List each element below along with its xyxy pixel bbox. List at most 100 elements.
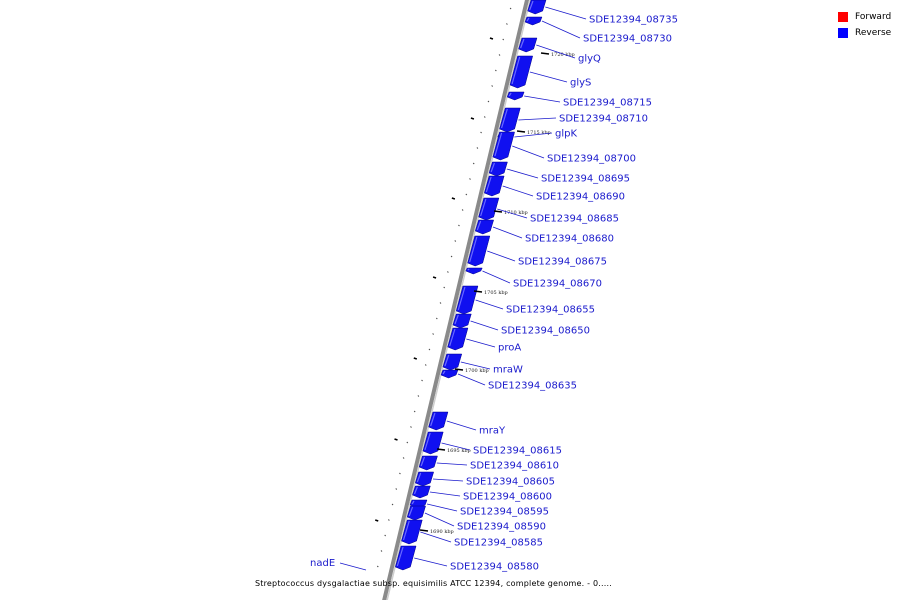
position-tick [469, 178, 471, 180]
kbp-label: 1705 kbp [484, 290, 508, 296]
gene-label-SDE12394_08585[interactable]: SDE12394_08585 [454, 538, 543, 549]
gene-label-SDE12394_08635[interactable]: SDE12394_08635 [488, 381, 577, 392]
position-tick [439, 302, 442, 304]
label-leader [429, 491, 461, 497]
kbp-label: 1700 kbp [465, 368, 489, 374]
gene-label-SDE12394_08690[interactable]: SDE12394_08690 [536, 192, 625, 203]
gene-label-SDE12394_08685[interactable]: SDE12394_08685 [530, 214, 619, 225]
gene-arrow[interactable] [478, 197, 500, 221]
gene-label-glyQ[interactable]: glyQ [578, 54, 601, 65]
gene-label-SDE12394_08650[interactable]: SDE12394_08650 [501, 326, 590, 337]
position-tick [491, 85, 494, 87]
position-tick [402, 457, 405, 459]
position-tick [373, 581, 375, 583]
gene-label-SDE12394_08605[interactable]: SDE12394_08605 [466, 477, 555, 488]
kbp-tick [419, 529, 429, 532]
position-tick [399, 472, 401, 475]
gene-label-SDE12394_08710[interactable]: SDE12394_08710 [559, 114, 648, 125]
label-leader [457, 373, 486, 386]
legend-reverse-label: Reverse [855, 28, 892, 38]
label-leader [524, 95, 561, 103]
gene-label-proA[interactable]: proA [498, 343, 521, 354]
gene-label-SDE12394_08610[interactable]: SDE12394_08610 [470, 461, 559, 472]
gene-highlight [424, 432, 431, 451]
gene-arrow[interactable] [506, 91, 525, 101]
gene-arrow[interactable] [455, 285, 479, 315]
gene-arrow[interactable] [499, 107, 521, 133]
kbp-tick [454, 368, 464, 371]
gene-label-glpK[interactable]: glpK [555, 129, 577, 140]
gene-arrow[interactable] [440, 369, 459, 379]
gene-label-mraW[interactable]: mraW [493, 365, 523, 376]
gene-highlight [485, 176, 492, 193]
genome-caption: Streptococcus dysgalactiae subsp. equisi… [255, 579, 612, 588]
gene-label-SDE12394_08735[interactable]: SDE12394_08735 [589, 15, 678, 26]
gene-label-SDE12394_08595[interactable]: SDE12394_08595 [460, 507, 549, 518]
label-leader [512, 145, 545, 159]
position-tick [413, 410, 416, 413]
position-tick [454, 240, 457, 242]
position-tick [443, 286, 446, 289]
kbp-tick [473, 290, 483, 293]
label-leader [497, 208, 528, 219]
gene-label-SDE12394_08670[interactable]: SDE12394_08670 [513, 279, 602, 290]
gene-highlight [494, 132, 503, 157]
gene-label-nadE[interactable]: nadE [310, 558, 335, 569]
gene-label-SDE12394_08730[interactable]: SDE12394_08730 [583, 34, 672, 45]
label-leader [541, 20, 581, 39]
label-leader [432, 478, 464, 482]
label-leader [441, 442, 471, 451]
gene-highlight [501, 108, 508, 129]
gene-label-SDE12394_08600[interactable]: SDE12394_08600 [463, 492, 552, 503]
gene-arrow[interactable] [395, 545, 417, 571]
gene-label-SDE12394_08700[interactable]: SDE12394_08700 [547, 154, 636, 165]
gene-highlight [476, 220, 482, 231]
label-leader [492, 226, 523, 239]
position-tick [498, 54, 501, 56]
gene-highlight [529, 0, 534, 11]
position-tick [458, 224, 460, 227]
gene-arrow[interactable] [524, 16, 543, 26]
gene-arrow[interactable] [492, 131, 515, 161]
label-leader [339, 562, 367, 571]
position-tick [384, 534, 387, 537]
genome-backbone [382, 0, 531, 600]
major-tick [451, 197, 456, 200]
gene-label-SDE12394_08680[interactable]: SDE12394_08680 [525, 234, 614, 245]
legend-forward: Forward [838, 9, 891, 25]
position-tick [506, 23, 508, 25]
gene-highlight [480, 198, 487, 217]
position-tick [421, 379, 423, 382]
gene-highlight [416, 472, 422, 483]
gene-labels: SDE12394_08735 SDE12394_08730 glyQ glyS SDE1… [310, 6, 678, 573]
label-leader [518, 117, 557, 121]
gene-label-SDE12394_08615[interactable]: SDE12394_08615 [473, 446, 562, 457]
position-tick [502, 38, 505, 41]
gene-arrow[interactable] [467, 235, 491, 267]
gene-arrow[interactable] [465, 267, 483, 275]
major-tick [374, 519, 379, 522]
gene-label-SDE12394_08580[interactable]: SDE12394_08580 [450, 562, 539, 573]
gene-label-SDE12394_08655[interactable]: SDE12394_08655 [506, 305, 595, 316]
gene-track [395, 0, 547, 571]
position-tick [472, 162, 475, 165]
gene-arrow[interactable] [509, 55, 533, 89]
gene-label-mraY[interactable]: mraY [479, 426, 506, 437]
reverse-swatch [838, 28, 848, 38]
gene-arrow[interactable] [447, 327, 469, 351]
gene-label-SDE12394_08695[interactable]: SDE12394_08695 [541, 174, 630, 185]
position-tick [461, 209, 464, 211]
gene-label-SDE12394_08675[interactable]: SDE12394_08675 [518, 257, 607, 268]
gene-label-SDE12394_08715[interactable]: SDE12394_08715 [563, 98, 652, 109]
legend-reverse: Reverse [838, 25, 891, 41]
gene-label-SDE12394_08590[interactable]: SDE12394_08590 [457, 522, 546, 533]
gene-label-glyS[interactable]: glyS [570, 78, 591, 89]
position-tick [376, 565, 379, 568]
gene-arrow[interactable] [401, 519, 423, 545]
major-tick [394, 438, 398, 441]
legend-forward-label: Forward [855, 12, 892, 22]
major-tick [489, 37, 494, 40]
kbp-tick [493, 210, 503, 213]
position-tick [417, 395, 420, 397]
